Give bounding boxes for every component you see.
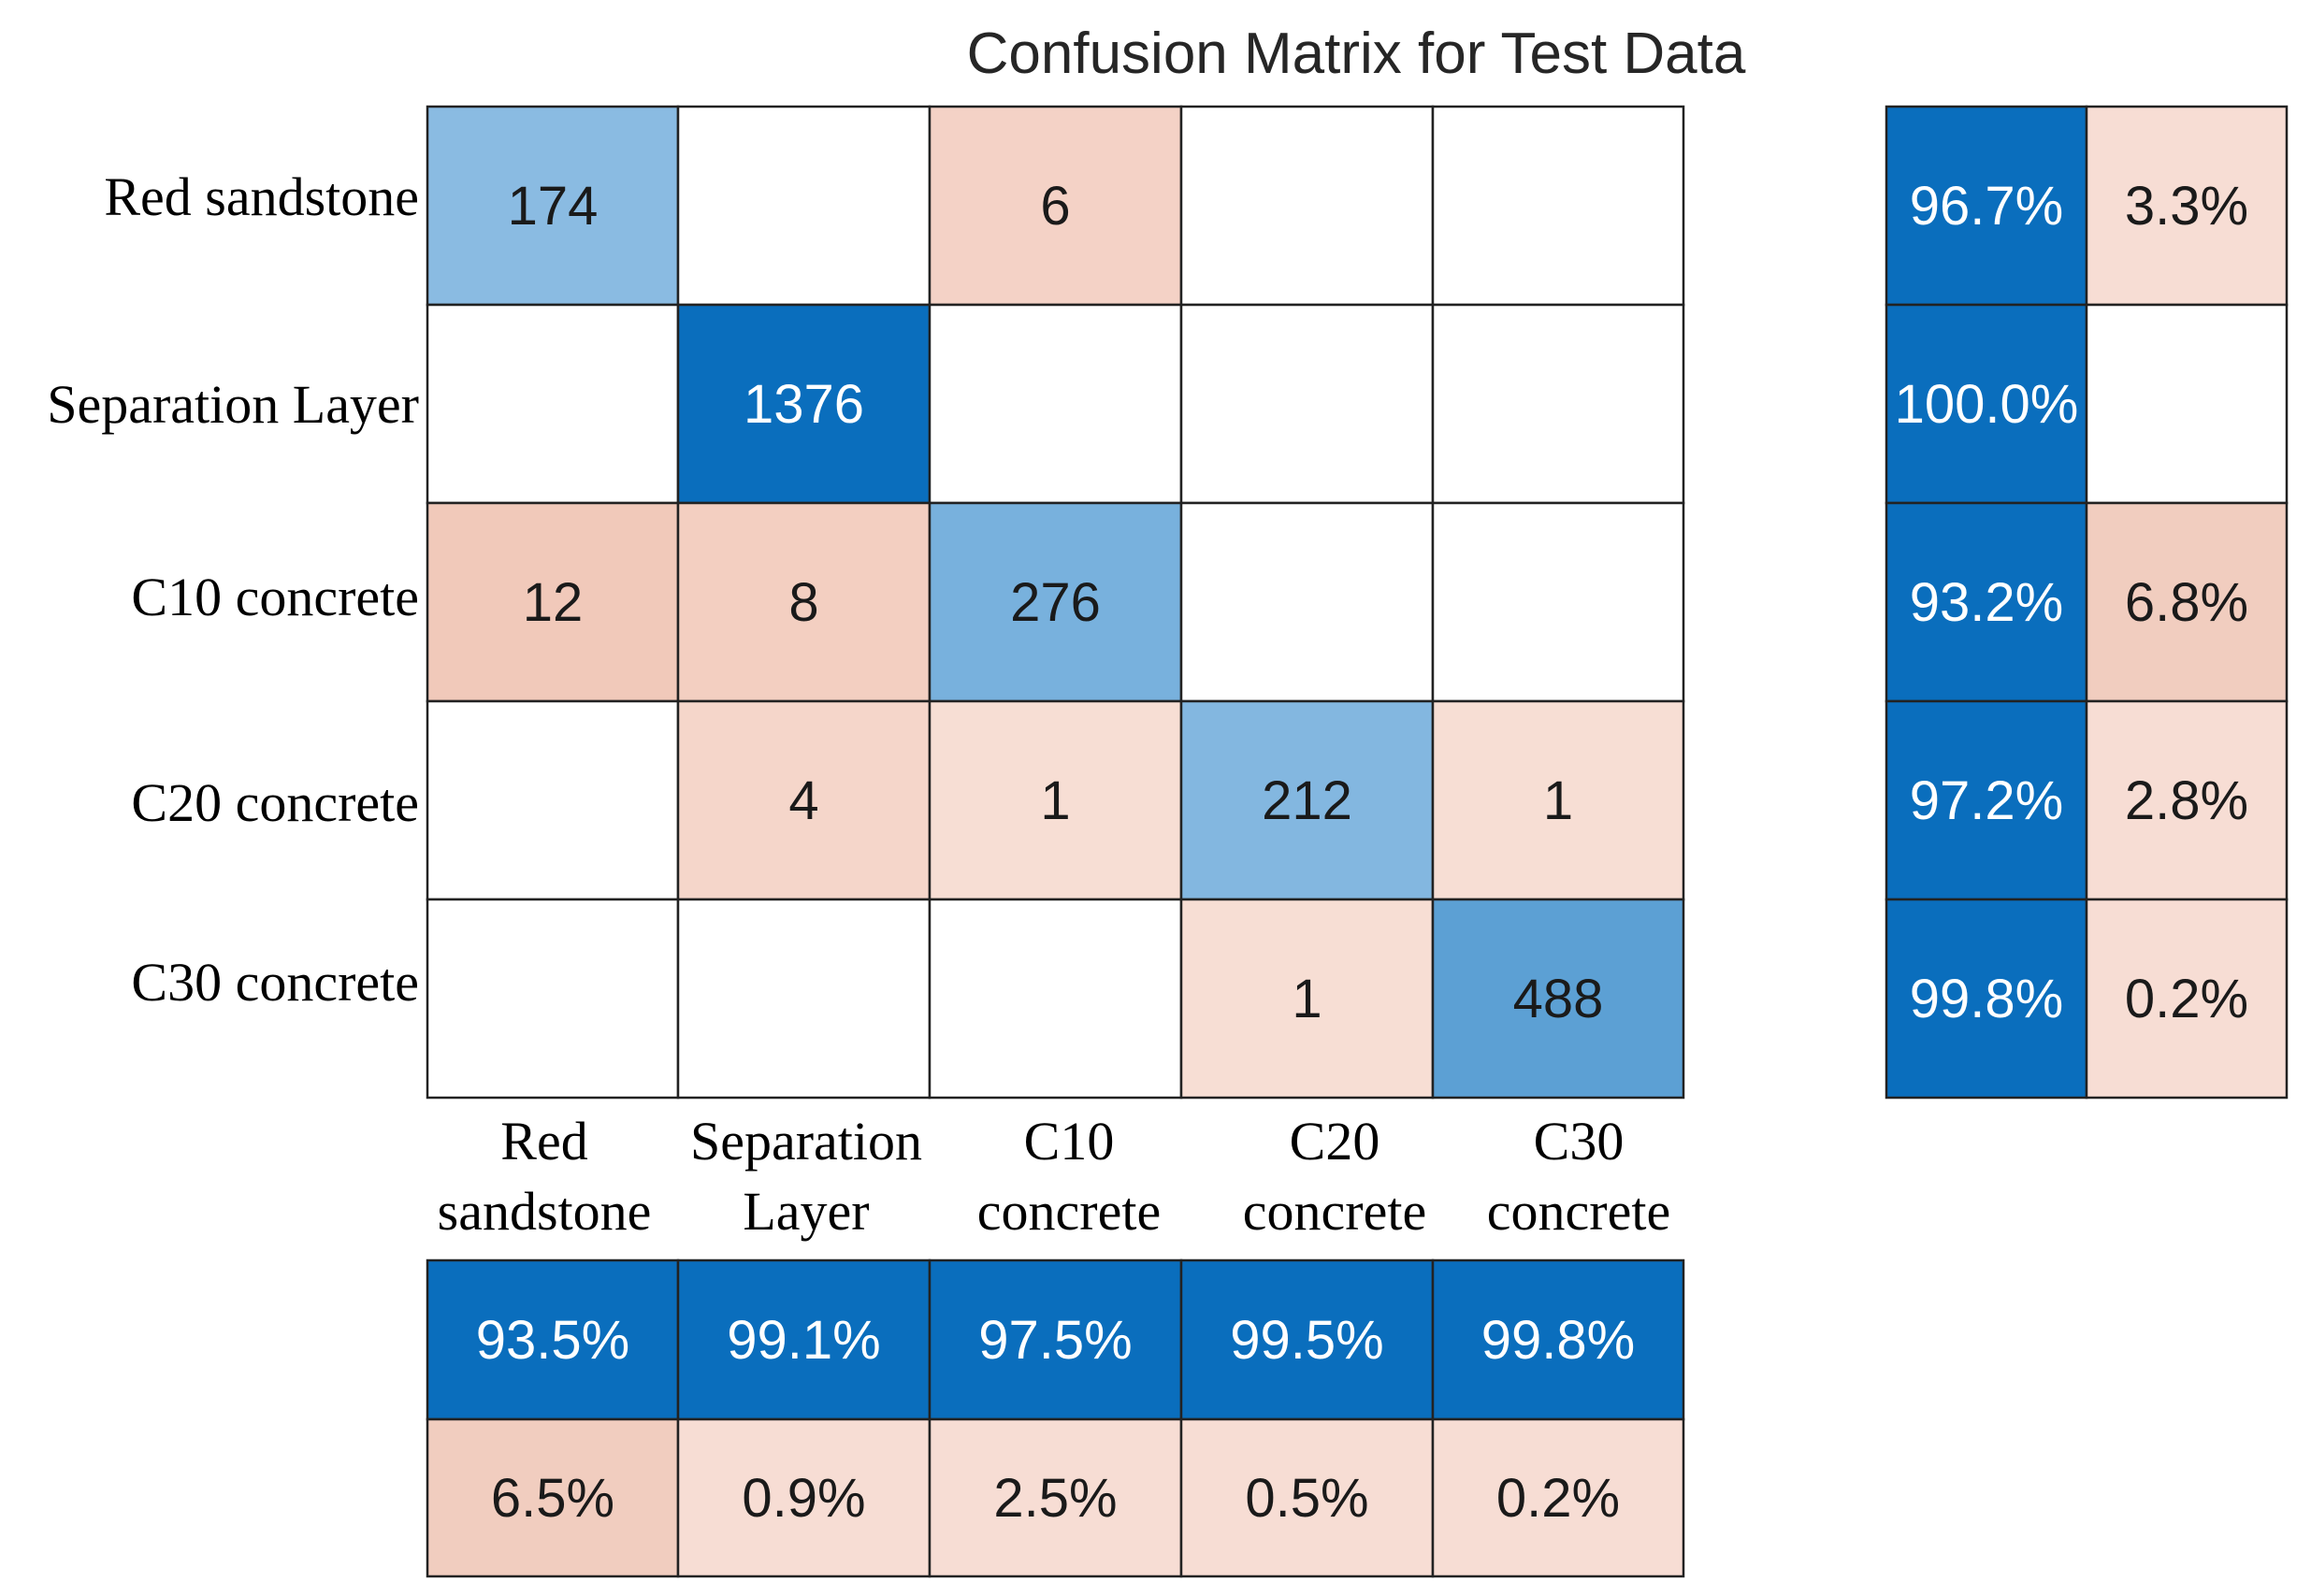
column-label: concrete (1243, 1181, 1426, 1242)
row-correct-cell (1885, 699, 2088, 901)
column-label: Red (500, 1111, 587, 1172)
matrix-cell (426, 898, 680, 1100)
column-labels: Red sandstone Separation Layer C10 concrete C2… (438, 1111, 1671, 1242)
matrix-cell (928, 303, 1183, 505)
column-label: Layer (743, 1181, 869, 1242)
matrix-cell (1179, 303, 1435, 505)
column-correct-cell (426, 1258, 680, 1421)
row-correct-label: 93.2% (1910, 572, 2063, 633)
row-correct-label: 96.7% (1910, 176, 2063, 237)
column-label: Separation (690, 1111, 922, 1172)
column-correct-cell (1179, 1258, 1435, 1421)
row-incorrect-cell (2085, 898, 2289, 1100)
matrix-cell-value: 1 (1543, 770, 1573, 831)
matrix-cell (928, 699, 1183, 901)
row-incorrect-cell (2085, 699, 2289, 901)
row-labels: Red sandstone Separation Layer C10 concret… (47, 166, 419, 1013)
matrix-cell (426, 105, 680, 307)
column-label: concrete (1487, 1181, 1670, 1242)
matrix-cell (1431, 303, 1685, 505)
column-incorrect-cell (676, 1417, 932, 1578)
column-correct-label: 93.5% (476, 1310, 629, 1371)
row-correct-label: 100.0% (1895, 374, 2079, 435)
matrix-cell (1179, 501, 1435, 703)
column-correct-label: 97.5% (978, 1310, 1132, 1371)
row-incorrect-cell (2085, 105, 2289, 307)
column-incorrect-label: 2.5% (993, 1468, 1117, 1529)
column-label: sandstone (438, 1181, 652, 1242)
column-correct-label: 99.8% (1481, 1310, 1635, 1371)
column-correct-label: 99.1% (727, 1310, 880, 1371)
column-incorrect-label: 0.5% (1245, 1468, 1368, 1529)
column-correct-cell (1431, 1258, 1685, 1421)
matrix-cell-value: 6 (1040, 176, 1070, 237)
matrix-cell (1431, 699, 1685, 901)
matrix-cells: 174 6 1376 12 8 276 4 1 212 1 1 488 (426, 105, 1685, 1100)
row-incorrect-cell (2085, 303, 2289, 505)
row-label: C30 concrete (131, 952, 419, 1013)
matrix-cell-value: 212 (1262, 770, 1352, 831)
chart-title: Confusion Matrix for Test Data (967, 22, 1746, 86)
matrix-cell (928, 105, 1183, 307)
matrix-cell-value: 1376 (744, 374, 864, 435)
row-incorrect-label: 3.3% (2125, 176, 2248, 237)
row-incorrect-label: 0.2% (2125, 969, 2248, 1029)
column-label: concrete (977, 1181, 1161, 1242)
matrix-cell (1431, 501, 1685, 703)
row-incorrect-cell (2085, 501, 2289, 703)
matrix-cell (676, 105, 932, 307)
column-correct-label: 99.5% (1230, 1310, 1383, 1371)
row-incorrect-label: 2.8% (2125, 770, 2248, 831)
row-correct-cell (1885, 501, 2088, 703)
row-label: C20 concrete (131, 772, 419, 833)
matrix-cell (928, 501, 1183, 703)
matrix-cell-value: 8 (788, 572, 818, 633)
matrix-cell-value: 276 (1010, 572, 1101, 633)
matrix-cell (426, 699, 680, 901)
matrix-cell (426, 501, 680, 703)
row-correct-label: 97.2% (1910, 770, 2063, 831)
column-incorrect-cell (1431, 1417, 1685, 1578)
matrix-cell-value: 12 (523, 572, 584, 633)
column-incorrect-cell (1179, 1417, 1435, 1578)
matrix-cell (1179, 105, 1435, 307)
matrix-cell-value: 174 (508, 176, 599, 237)
matrix-cell (928, 898, 1183, 1100)
column-incorrect-cell (426, 1417, 680, 1578)
column-label: C10 (1024, 1111, 1115, 1172)
column-incorrect-cell (928, 1417, 1183, 1578)
matrix-cell-value: 488 (1513, 969, 1604, 1029)
column-incorrect-label: 6.5% (491, 1468, 614, 1529)
row-label: Separation Layer (47, 374, 419, 435)
row-summary-cells: 96.7% 3.3% 100.0% 93.2% 6.8% 97.2% 2.8% 99.8% 0.… (1885, 105, 2289, 1100)
row-correct-label: 99.8% (1910, 969, 2063, 1029)
matrix-cell (676, 303, 932, 505)
matrix-cell-value: 4 (788, 770, 818, 831)
matrix-cell (676, 898, 932, 1100)
matrix-cell (1431, 898, 1685, 1100)
column-label: C20 (1290, 1111, 1380, 1172)
matrix-cell (1431, 105, 1685, 307)
row-incorrect-label: 6.8% (2125, 572, 2248, 633)
matrix-cell-value: 1 (1292, 969, 1322, 1029)
matrix-cell-value: 1 (1040, 770, 1070, 831)
column-incorrect-label: 0.2% (1496, 1468, 1620, 1529)
column-label: C30 (1534, 1111, 1625, 1172)
row-correct-cell (1885, 105, 2088, 307)
matrix-cell (426, 303, 680, 505)
row-correct-cell (1885, 898, 2088, 1100)
row-label: C10 concrete (131, 567, 419, 627)
column-summary-cells: 93.5% 6.5% 99.1% 0.9% 97.5% 2.5% 99.5% 0.5% 99.8… (426, 1258, 1685, 1578)
column-incorrect-label: 0.9% (742, 1468, 865, 1529)
matrix-cell (676, 501, 932, 703)
row-label: Red sandstone (104, 166, 419, 227)
